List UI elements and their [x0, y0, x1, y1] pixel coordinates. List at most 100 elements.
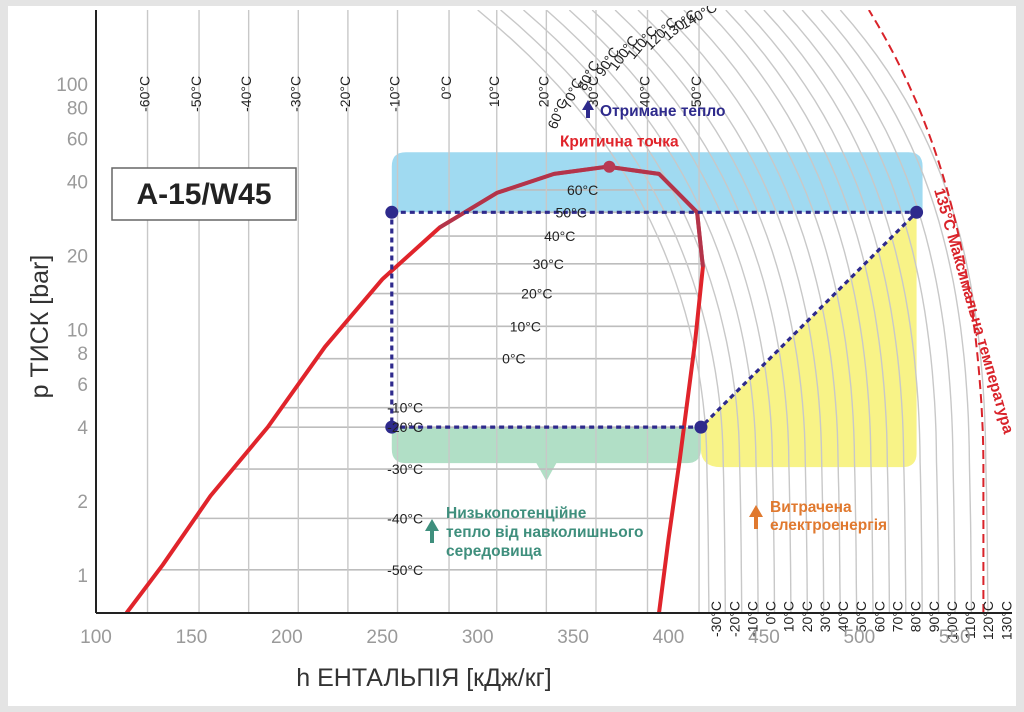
isotherm-vapour-10: [706, 10, 874, 613]
heat-output-zone: [391, 152, 923, 213]
isotherm-bottom-label: 10°C: [781, 601, 797, 632]
isotherm-bottom-label: 20°C: [799, 601, 815, 632]
curves: [124, 10, 985, 613]
isotherm-vapour-17: [839, 10, 989, 613]
saturation-curve: [124, 164, 705, 613]
isotherm-vapour-8: [660, 10, 841, 613]
ambient-heat-label-3: середовища: [446, 543, 542, 560]
title-box: [111, 167, 297, 221]
isotherm-vapour-5: [591, 10, 792, 613]
isotherm-inside-label: 0°C: [502, 351, 526, 367]
svg-text:-10°C: -10°C: [387, 400, 423, 416]
isotherm-bottom-label: 40°C: [835, 601, 851, 632]
x-tick-label: 150: [176, 627, 208, 648]
x-tick-label: 450: [748, 627, 780, 648]
y-tick-label: 10: [67, 320, 88, 341]
x-tick-label: 550: [939, 627, 971, 648]
isotherm-inside-label: 30°C: [533, 256, 564, 272]
isotherm-top-label: 40°C: [637, 76, 653, 107]
isotherm-vapour-13: [763, 10, 923, 613]
svg-text:-50°C: -50°C: [387, 562, 423, 578]
svg-text:60°C: 60°C: [567, 182, 598, 198]
arrow-up-icon: [582, 100, 594, 118]
isotherm-bottom-label: 130°C: [998, 601, 1014, 640]
isotherm-vapour-9: [683, 10, 858, 613]
isotherm-vapour-4: [568, 10, 776, 613]
arrow-up-icon: [749, 505, 763, 529]
isotherm-bottom-label: 110°C: [962, 601, 978, 639]
isotherm-vapour-1: [500, 10, 726, 613]
y-tick-label: 40: [67, 173, 88, 194]
isotherm-inside-label: 10°C: [510, 318, 541, 334]
isotherm-top-label: -50°C: [188, 76, 204, 112]
svg-text:10°C: 10°C: [510, 318, 541, 334]
isotherm-bottom-label: 50°C: [853, 601, 869, 632]
critical-point-label: Критична точка: [560, 134, 679, 151]
isotherm-top-label: -60°C: [137, 76, 153, 112]
cycle-point-3: [694, 420, 708, 434]
cycle-point-4: [385, 420, 399, 434]
ambient-heat-label-2: тепло від навколишнього: [446, 524, 644, 541]
max-temperature-label: 135°C Максимальна температура: [930, 186, 1016, 436]
chart-frame: -60°C -50°C -40°C -30°C -20°C -10°C 0°C 10°C 20°…: [8, 6, 1016, 706]
y-tick-label: 100: [56, 75, 88, 96]
electric-energy-zone: [700, 212, 917, 468]
cycle-point-1: [385, 205, 399, 219]
x-tick-label: 250: [366, 627, 398, 648]
isotherm-vapour-16: [820, 10, 973, 613]
max-temperature-line: [868, 10, 985, 613]
y-tick-label: 4: [77, 418, 88, 439]
isotherm-inside-label: 20°C: [521, 286, 552, 302]
heat-output-label: Отримане тепло: [600, 103, 726, 120]
isotherm-top-label: 10°C: [486, 76, 502, 107]
isotherm-top-label: -40°C: [238, 76, 254, 112]
chart-title: A-15/W45: [136, 178, 271, 211]
svg-text:30°C: 30°C: [533, 256, 564, 272]
critical-point: [603, 160, 616, 173]
isotherm-top-label: -20°C: [337, 76, 353, 112]
isotherm-vapour-14: [782, 10, 940, 613]
isotherm-bottom-label: 70°C: [890, 601, 906, 632]
isotherm-vapour-2: [523, 10, 743, 613]
isotherm-inside-label: -50°C: [387, 562, 423, 578]
isotherm-top-label: -30°C: [287, 76, 303, 112]
y-tick-label: 2: [77, 492, 88, 513]
y-tick-label: 60: [67, 129, 88, 150]
svg-text:-30°C: -30°C: [387, 461, 423, 477]
isotherm-inside-label: -10°C: [387, 400, 423, 416]
svg-text:20°C: 20°C: [521, 286, 552, 302]
isotherm-top-label: 50°C: [688, 76, 704, 107]
energy-label-2: електроенергія: [770, 517, 887, 534]
isotherm-inside-label: 50°C: [556, 204, 587, 220]
isotherm-top-label: 20°C: [536, 76, 552, 107]
x-tick-label: 100: [80, 627, 112, 648]
isotherm-top-label: 0°C: [438, 76, 454, 100]
x-tick-label: 300: [462, 627, 494, 648]
isotherm-inside-label: -30°C: [387, 461, 423, 477]
y-tick-label: 1: [77, 566, 88, 587]
isotherm-inside-label: -20°C: [387, 419, 423, 435]
y-tick-label: 80: [67, 99, 88, 120]
cycle-point-2: [910, 205, 924, 219]
isotherm-bottom-label: 80°C: [908, 601, 924, 632]
isotherm-bottom-label: 100°C: [944, 601, 960, 640]
x-tick-label: 400: [653, 627, 685, 648]
svg-text:40°C: 40°C: [544, 228, 575, 244]
axes: 100 150 200 250 300 350 400 450 500 550 1 2 4 6 8 10 20 4…: [26, 10, 1012, 692]
isotherm-vapour-12: [744, 10, 907, 613]
svg-text:50°C: 50°C: [556, 204, 587, 220]
isotherm-bottom-label: -10°C: [744, 601, 760, 637]
x-tick-label: 500: [843, 627, 875, 648]
ph-diagram: -60°C -50°C -40°C -30°C -20°C -10°C 0°C 10°C 20°…: [26, 6, 1016, 692]
x-axis-title: h ЕНТАЛЬПІЯ [кДж/кг]: [296, 664, 551, 692]
isotherm-vapour-0: [477, 10, 710, 613]
isotherm-bottom-label: 120°C: [980, 601, 996, 640]
x-tick-label: 350: [557, 627, 589, 648]
svg-text:-20°C: -20°C: [387, 419, 423, 435]
isotherm-vapour-15: [801, 10, 956, 613]
isotherm-top-label: 30°C: [585, 76, 601, 107]
energy-label-1: Витрачена: [770, 499, 852, 516]
isotherm-top-label: -10°C: [387, 76, 403, 112]
isotherm-vapour-7: [637, 10, 825, 613]
y-tick-label: 6: [77, 375, 88, 396]
